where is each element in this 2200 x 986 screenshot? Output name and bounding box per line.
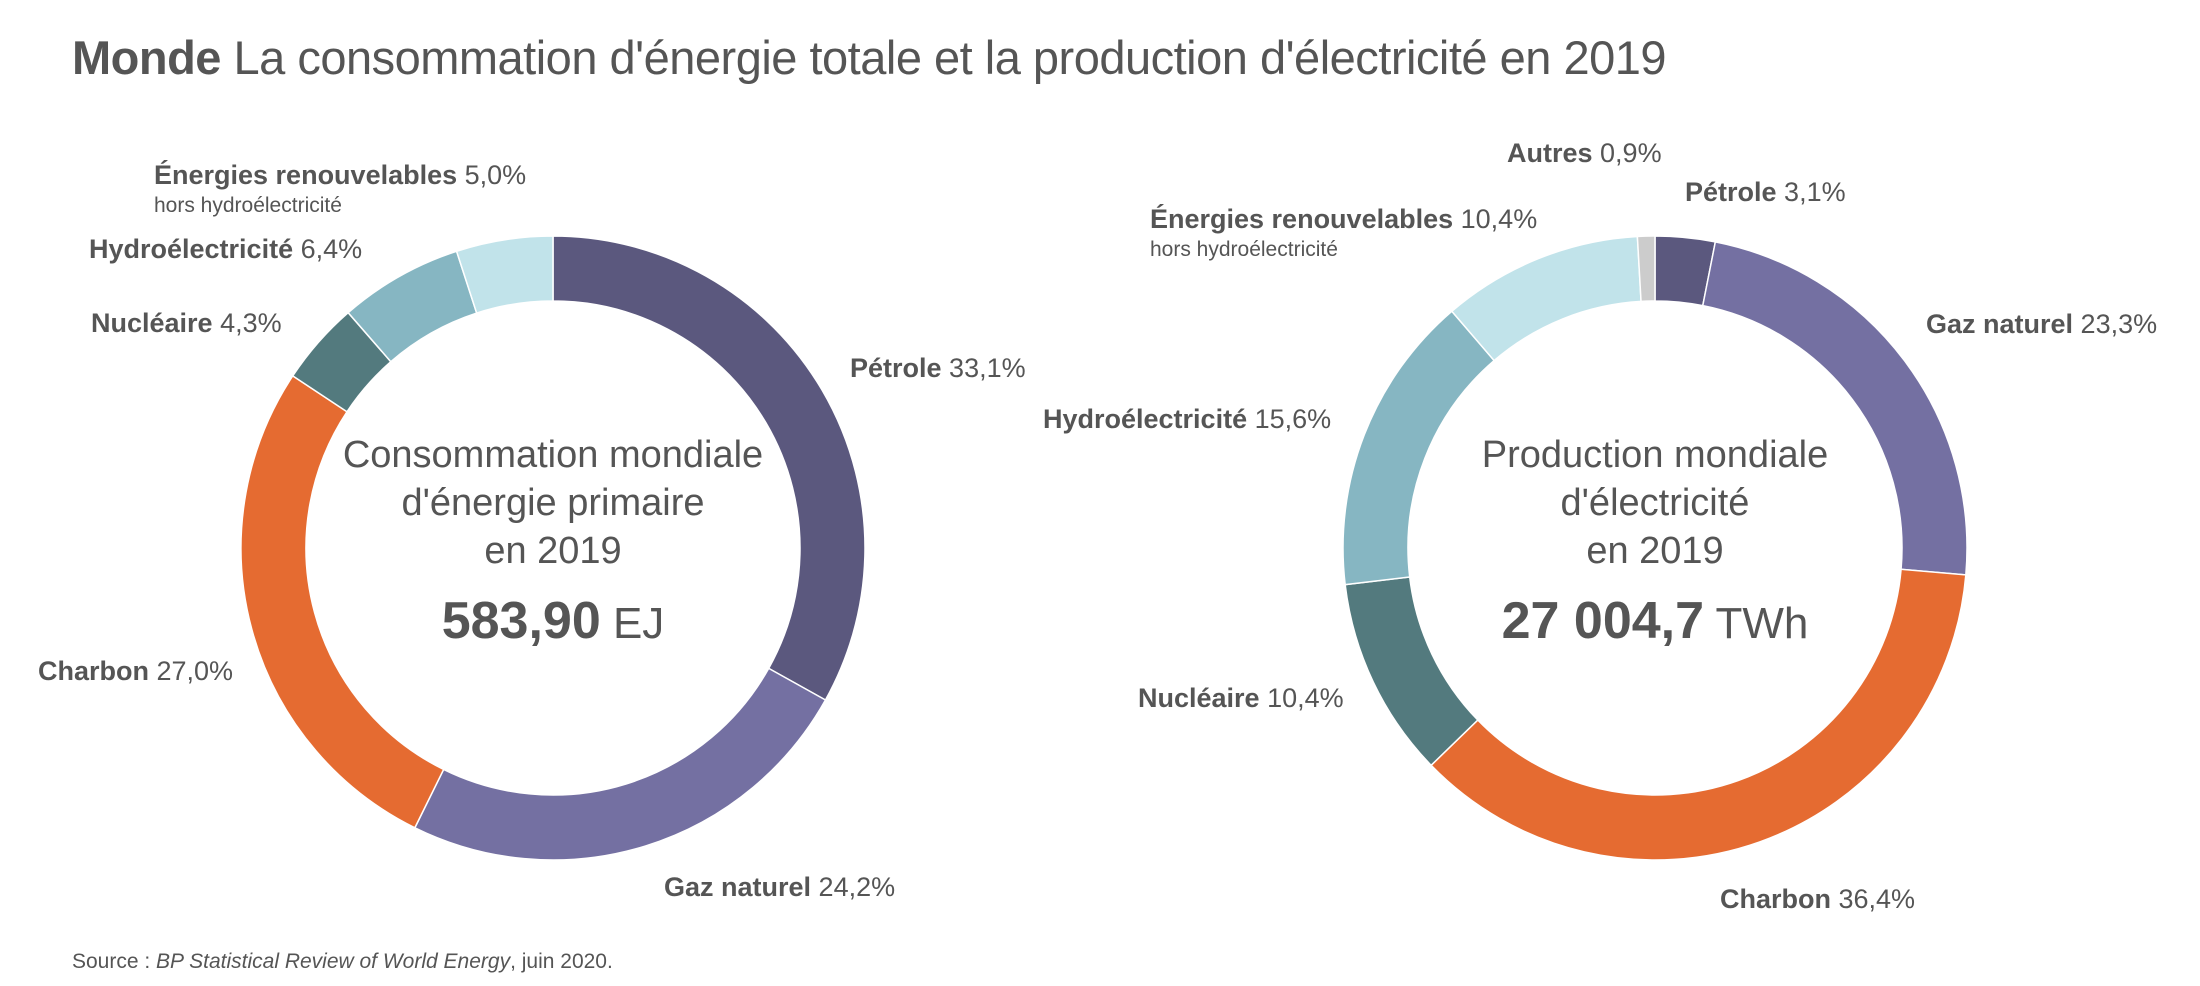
slice-charbon	[1430, 568, 1967, 861]
center-caption-line: Production mondiale	[1482, 434, 1828, 476]
slice-autres	[1636, 235, 1656, 303]
slice-label-nucleaire: Nucléaire 4,3%	[91, 308, 282, 338]
slice-sublabel-energies-renouvelables: hors hydroélectricité	[1150, 238, 1338, 261]
slice-sublabel-energies-renouvelables: hors hydroélectricité	[154, 194, 342, 217]
source-publication: BP Statistical Review of World Energy	[156, 950, 511, 973]
slice-gaz-naturel	[1701, 241, 1968, 576]
slice-hydroelectricite	[1342, 310, 1496, 586]
slice-petrole	[552, 235, 866, 702]
slice-label-energies-renouvelables: Énergies renouvelables 10,4%	[1150, 203, 1537, 234]
slice-energies-renouvelables	[455, 235, 554, 315]
donut-chart-1: Pétrole 33,1% Gaz naturel 24,2% Charbon 27…	[38, 159, 1026, 902]
source-prefix: Source :	[72, 950, 157, 973]
chart-title-rest: La consommation d'énergie totale et la p…	[233, 31, 1667, 84]
center-total-value: 583,90 EJ	[442, 592, 665, 650]
center-caption-line: d'électricité	[1561, 482, 1750, 524]
slice-label-nucleaire: Nucléaire 10,4%	[1138, 683, 1344, 713]
center-caption-line: en 2019	[484, 530, 621, 572]
center-caption-line: d'énergie primaire	[402, 482, 705, 524]
slice-energies-renouvelables	[1450, 235, 1642, 362]
chart-title-bold: Monde	[72, 31, 221, 84]
slice-label-petrole: Pétrole 33,1%	[850, 353, 1026, 383]
slice-label-autres: Autres 0,9%	[1507, 138, 1662, 168]
slice-label-gaz-naturel: Gaz naturel 24,2%	[664, 872, 895, 902]
source-suffix: , juin 2020.	[510, 950, 613, 973]
slice-label-charbon: Charbon 27,0%	[38, 656, 233, 686]
slice-label-gaz-naturel: Gaz naturel 23,3%	[1926, 309, 2157, 339]
chart-title: Monde La consommation d'énergie totale e…	[72, 30, 1667, 85]
slice-label-energies-renouvelables: Énergies renouvelables 5,0%	[154, 159, 526, 190]
slice-label-petrole: Pétrole 3,1%	[1685, 177, 1846, 207]
slice-nucleaire	[1344, 576, 1479, 767]
slice-label-charbon: Charbon 36,4%	[1720, 884, 1915, 914]
slice-gaz-naturel	[413, 667, 827, 861]
center-total-value: 27 004,7 TWh	[1502, 592, 1809, 650]
center-caption-line: Consommation mondiale	[343, 434, 763, 476]
slice-label-hydroelectricite: Hydroélectricité 15,6%	[1043, 404, 1331, 434]
donut-chart-2: Pétrole 3,1% Gaz naturel 23,3% Charbon 36,…	[1043, 138, 2157, 914]
center-caption-line: en 2019	[1586, 530, 1723, 572]
source-note: Source : BP Statistical Review of World …	[72, 950, 613, 974]
slice-label-hydroelectricite: Hydroélectricité 6,4%	[89, 234, 362, 264]
